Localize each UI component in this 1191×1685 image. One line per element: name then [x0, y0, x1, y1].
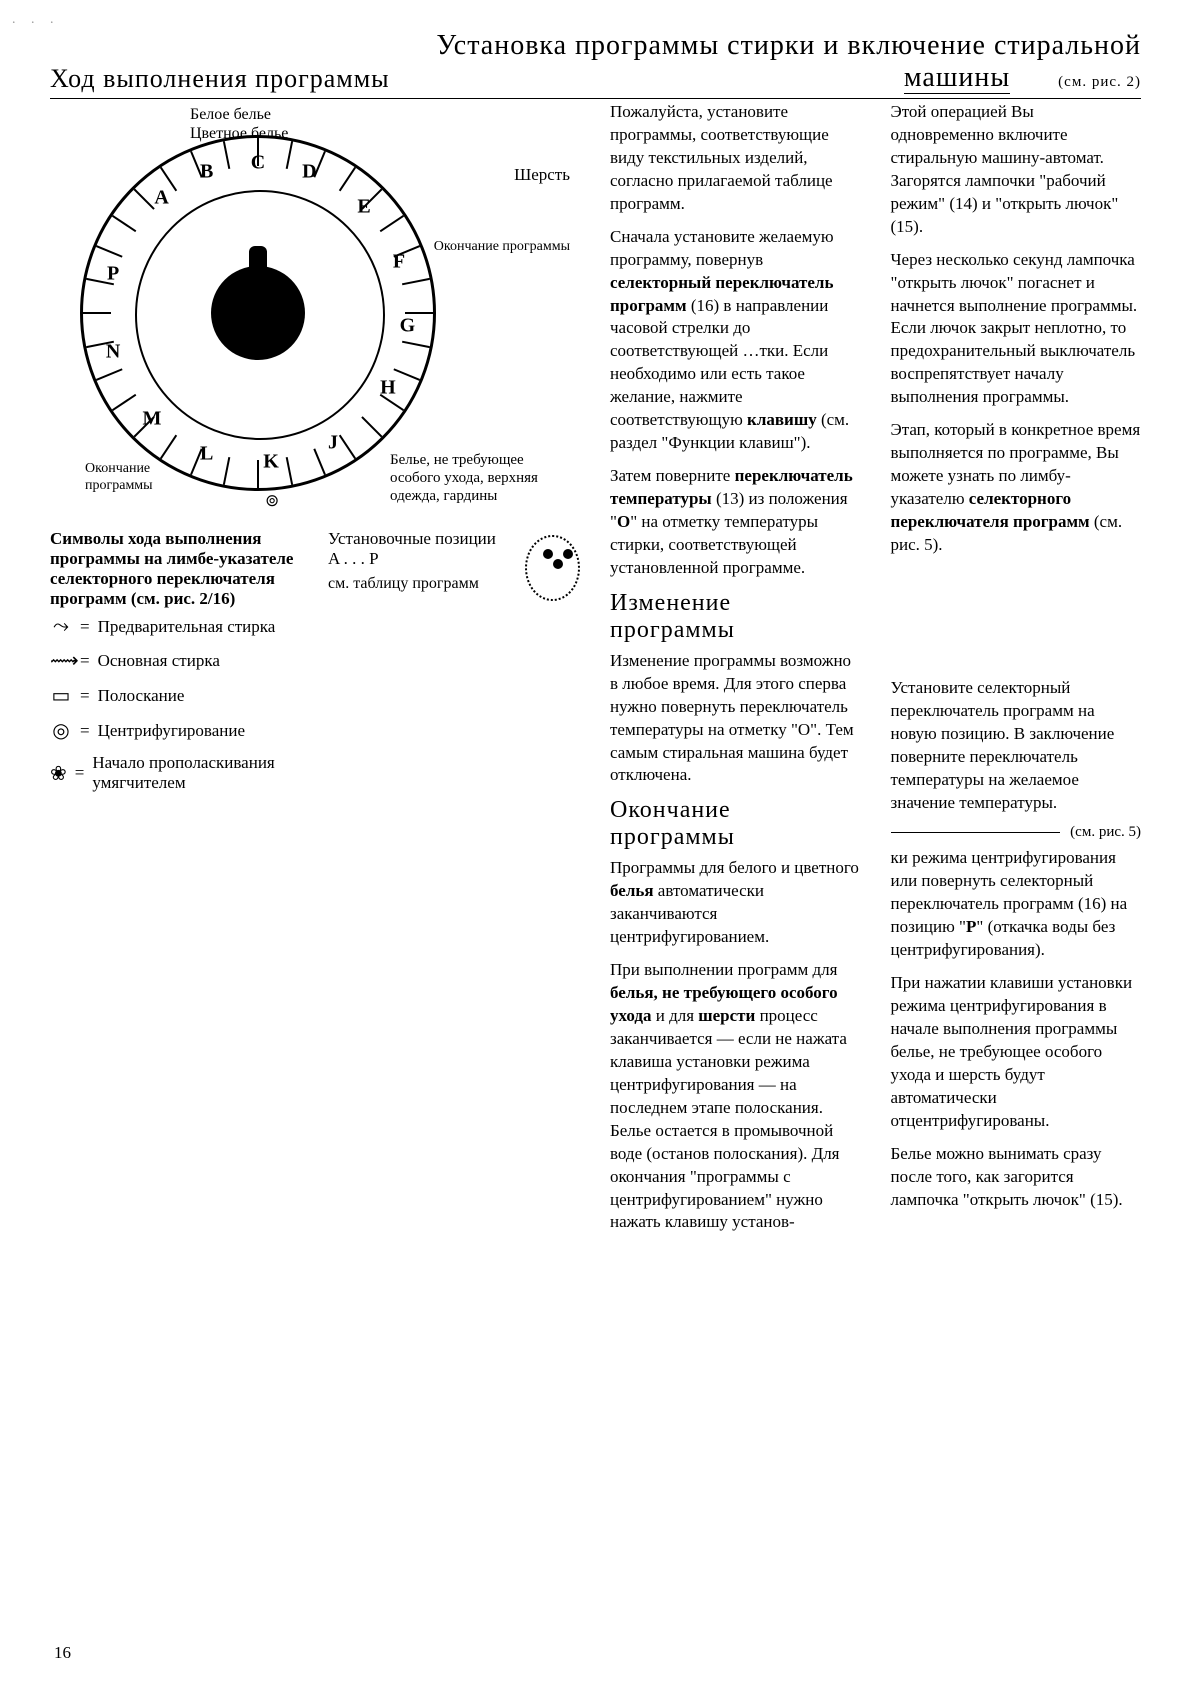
heading-end-program: Окончание программы — [610, 797, 861, 851]
see-fig-5: (см. рис. 5) — [1070, 824, 1141, 841]
dial-position-M: M — [142, 408, 161, 431]
legend-glyph: ❀ — [50, 761, 67, 786]
mid-p5: Программы для белого и цветного белья ав… — [610, 857, 861, 949]
dial-position-P: P — [107, 263, 119, 286]
dial-position-B: B — [200, 161, 213, 184]
dial-legend-wool: Шерсть — [514, 165, 570, 185]
mid-p3: Затем поверните переключатель температур… — [610, 465, 861, 580]
legend-text: Центрифугирование — [98, 721, 245, 741]
dial-legend-white: Белое белье — [190, 106, 271, 123]
selector-dial-diagram: Белое белье Цветное белье Шерсть Окончан… — [50, 105, 570, 505]
dial-tick — [286, 457, 293, 485]
dial-legend-end-l: Окончаниепрограммы — [85, 461, 153, 495]
mid-p4: Изменение программы возможно в любое вре… — [610, 650, 861, 788]
far-p5: ки режима центрифугирования или повернут… — [891, 847, 1142, 962]
legend-glyph: ⤳ — [50, 615, 72, 638]
dial-legend-bottom: Белье, не требующее особого ухода, верхн… — [390, 451, 560, 505]
legend-text: Предварительная стирка — [98, 617, 276, 637]
legend-text: Начало прополаскивания умягчителем — [92, 753, 302, 793]
legend-text: Основная стирка — [98, 651, 220, 671]
positions-dot-icon — [525, 535, 580, 601]
dial-tick — [339, 435, 356, 459]
dial-tick — [402, 341, 430, 348]
dial-center-symbol: ⊚ — [265, 491, 279, 511]
dial-position-L: L — [200, 442, 213, 465]
positions-sub: см. таблицу программ — [328, 575, 509, 593]
dial-tick — [112, 215, 136, 232]
legend-row: ❀ = Начало прополаскивания умягчителем — [50, 753, 302, 793]
inline-rule: (см. рис. 5) — [891, 824, 1142, 841]
dial-tick — [96, 368, 123, 381]
legend-glyph: ⟿ — [50, 648, 72, 673]
dial-position-J: J — [328, 431, 338, 454]
title-row: Ход выполнения программы Установка прогр… — [50, 30, 1141, 99]
dial-position-A: A — [154, 187, 168, 210]
heading-change-program: Изменение программы — [610, 590, 861, 644]
dial-tick — [223, 141, 230, 169]
dial-position-N: N — [106, 340, 120, 363]
dial-position-H: H — [380, 377, 396, 400]
dial-position-D: D — [302, 161, 316, 184]
page-number: 16 — [54, 1643, 71, 1663]
far-p3: Этап, который в конкретное время выполня… — [891, 419, 1142, 557]
dial-position-F: F — [393, 250, 405, 273]
dial-position-C: C — [251, 152, 265, 175]
legend-row: ▭ = Полоскание — [50, 683, 302, 708]
legend-row: ◎ = Центрифугирование — [50, 718, 302, 743]
legend-row: ⤳ = Предварительная стирка — [50, 615, 302, 638]
dial-tick — [339, 167, 356, 191]
legend-row: ⟿ = Основная стирка — [50, 648, 302, 673]
dial-tick — [402, 278, 430, 285]
dial-tick — [223, 457, 230, 485]
title-right-2: машины — [904, 62, 1010, 94]
legend-text: Полоскание — [98, 686, 185, 706]
mid-p2: Сначала установите желаемую программу, п… — [610, 226, 861, 455]
far-p2: Через несколько секунд лампочка "открыть… — [891, 249, 1142, 410]
dial-tick — [313, 448, 326, 475]
dial-tick — [380, 215, 404, 232]
dial-tick — [160, 435, 177, 459]
dial-tick — [83, 312, 111, 314]
positions-heading: Установочные позиции A . . . P — [328, 529, 509, 569]
dial-tick — [96, 245, 123, 258]
dial-tick — [134, 189, 155, 210]
scan-artifact: . . . — [12, 12, 60, 28]
dial-knob — [211, 266, 305, 360]
legend-glyph: ▭ — [50, 683, 72, 708]
far-p4: Установите селекторный переключатель про… — [891, 677, 1142, 815]
legend-glyph: ◎ — [50, 718, 72, 743]
dial-position-E: E — [357, 195, 370, 218]
page-title-left: Ход выполнения программы — [50, 64, 390, 94]
title-right-1: Установка программы стирки и включение с… — [436, 30, 1141, 61]
dial-tick — [361, 416, 382, 437]
dial-legend-end-r: Окончание программы — [434, 239, 570, 256]
far-p6: При нажатии клавиши установки режима цен… — [891, 972, 1142, 1133]
dial-position-K: K — [263, 451, 279, 474]
far-p1: Этой операцией Вы одновременно включите … — [891, 101, 1142, 239]
dial-tick — [257, 460, 259, 488]
dial-position-G: G — [400, 315, 416, 338]
mid-p1: Пожалуйста, установите программы, соотве… — [610, 101, 861, 216]
title-subline: (см. рис. 2) — [1058, 74, 1141, 90]
dial-outer-ring: A B C D E F G H J K L M N P — [80, 135, 436, 491]
dial-tick — [393, 368, 420, 381]
symbols-heading: Символы хода выполнения программы на лим… — [50, 529, 302, 609]
far-p7: Белье можно вынимать сразу после того, к… — [891, 1143, 1142, 1212]
dial-tick — [286, 141, 293, 169]
mid-p6: При выполнении программ для белья, не тр… — [610, 959, 861, 1234]
dial-tick — [112, 394, 136, 411]
page-title-right: Установка программы стирки и включение с… — [436, 30, 1141, 94]
